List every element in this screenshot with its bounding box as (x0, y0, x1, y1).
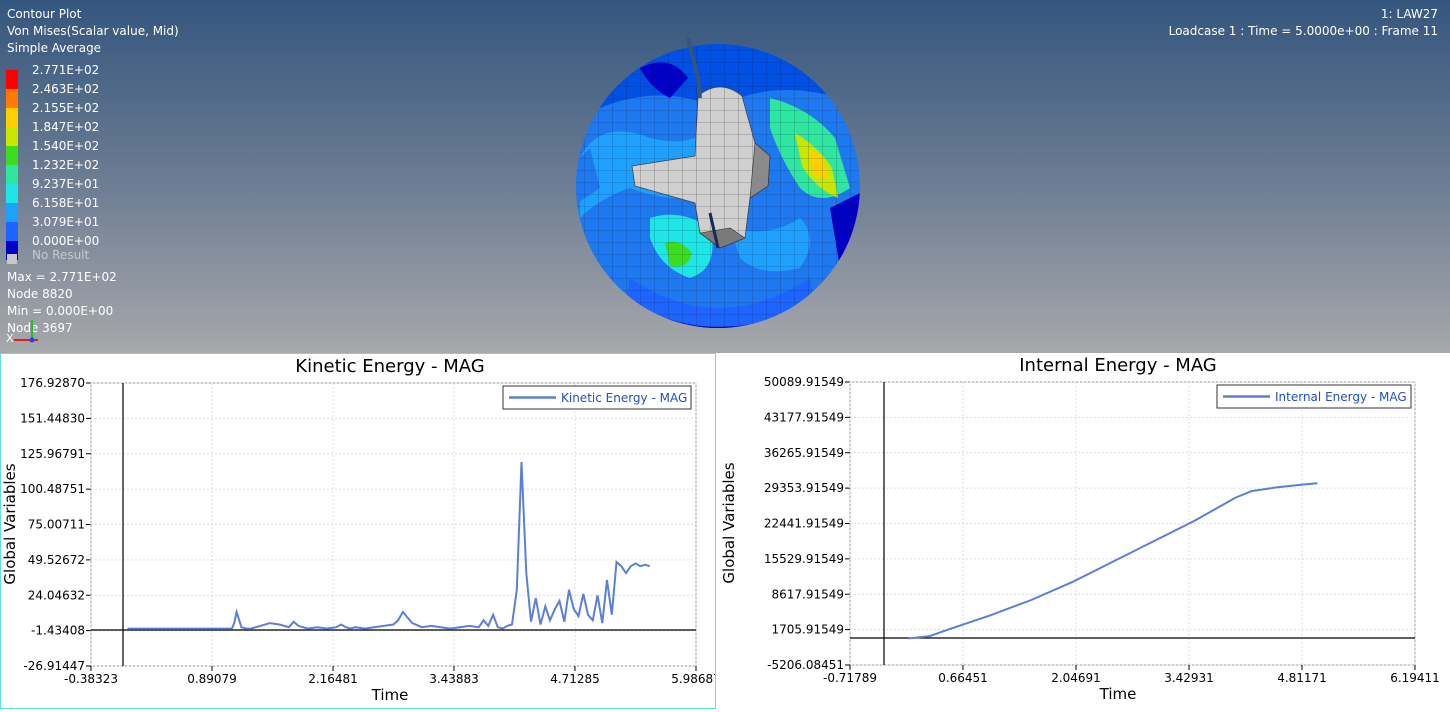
y-tick-label: -26.91447 (23, 659, 85, 673)
x-tick-label: 0.89079 (187, 672, 237, 686)
model-info: 1: LAW27 Loadcase 1 : Time = 5.0000e+00 … (1169, 6, 1438, 40)
stat-max-node: Node 8820 (7, 287, 73, 301)
y-tick-label: 50089.91549 (764, 375, 844, 389)
kinetic-energy-series-line[interactable] (127, 461, 651, 630)
y-tick-label: -1.43408 (31, 624, 85, 638)
y-tick-label: 24.04632 (28, 588, 85, 602)
legend-color-swatch (6, 108, 18, 127)
x-tick-label: 4.71285 (550, 672, 600, 686)
internal-plot-area[interactable] (849, 381, 1416, 666)
stat-min: Min = 0.000E+00 (7, 304, 114, 318)
contour-title: Contour Plot (7, 7, 82, 21)
internal-legend-label: Internal Energy - MAG (1275, 390, 1407, 404)
x-tick-label: 3.43883 (429, 672, 479, 686)
internal-energy-series-line[interactable] (908, 482, 1318, 640)
deformed-sphere-model[interactable] (570, 38, 870, 340)
no-result-label: No Result (32, 248, 90, 262)
legend-color-swatch (6, 165, 18, 184)
stat-max: Max = 2.771E+02 (7, 270, 117, 284)
contour-stats: Max = 2.771E+02 Node 8820 Min = 0.000E+0… (7, 269, 117, 337)
kinetic-x-label: Time (371, 686, 409, 704)
kinetic-grid (86, 382, 697, 671)
legend-color-swatch (6, 146, 18, 165)
y-tick-label: 176.92870 (20, 376, 85, 390)
stat-min-node: Node 3697 (7, 321, 73, 335)
y-tick-label: 29353.91549 (764, 481, 844, 495)
internal-legend[interactable]: Internal Energy - MAG (1216, 384, 1412, 409)
legend-value-label: 3.079E+01 (32, 215, 100, 229)
x-tick-label: 2.04691 (1051, 671, 1101, 685)
y-tick-label: 1705.91549 (771, 623, 844, 637)
legend-value-label: 0.000E+00 (32, 234, 100, 248)
kinetic-energy-chart[interactable]: Kinetic Energy - MAG 176.92870151.448301… (1, 354, 715, 708)
y-tick-label: 43177.91549 (764, 410, 844, 424)
legend-value-label: 1.847E+02 (32, 120, 100, 134)
internal-y-ticks: 50089.91549 43177.91549 36265.91549 29353.9… (764, 375, 844, 672)
contour-viewport[interactable]: Contour Plot Von Mises(Scalar value, Mid… (0, 0, 1450, 353)
y-tick-label: 22441.91549 (764, 517, 844, 531)
kinetic-legend[interactable]: Kinetic Energy - MAG (502, 385, 692, 410)
x-tick-label: 4.81171 (1277, 671, 1327, 685)
kinetic-y-label: Global Variables (1, 463, 19, 584)
contour-header: Contour Plot Von Mises(Scalar value, Mid… (7, 6, 179, 57)
x-tick-label: 6.19411 (1390, 671, 1440, 685)
legend-color-swatch (6, 222, 18, 241)
legend-value-label: 1.540E+02 (32, 139, 100, 153)
internal-y-label: Global Variables (720, 462, 738, 583)
kinetic-energy-plot-panel[interactable]: Kinetic Energy - MAG 176.92870 151.44830 1… (0, 353, 716, 709)
y-tick-label: 151.44830 (20, 411, 85, 425)
legend-value-label: 9.237E+01 (32, 177, 100, 191)
legend-value-label: 2.155E+02 (32, 101, 100, 115)
legend-color-swatch (6, 70, 18, 89)
y-tick-label: -5206.08451 (767, 658, 844, 672)
y-tick-label: 15529.91549 (764, 552, 844, 566)
sphere-surface (576, 44, 860, 328)
x-tick-label: 2.16481 (308, 672, 358, 686)
x-tick-label: 0.66451 (938, 671, 988, 685)
impactor-body (631, 86, 771, 249)
contour-averaging: Simple Average (7, 41, 102, 55)
loadcase-info: Loadcase 1 : Time = 5.0000e+00 : Frame 1… (1168, 24, 1438, 38)
y-tick-label: 36265.91549 (764, 446, 844, 460)
internal-x-label: Time (1099, 685, 1137, 703)
legend-color-swatch (6, 89, 18, 108)
legend-color-swatch (6, 184, 18, 203)
legend-value-label: 2.463E+02 (32, 82, 100, 96)
y-tick-label: 75.00711 (28, 518, 85, 532)
legend-value-label: 2.771E+02 (32, 63, 100, 77)
model-name: 1: LAW27 (1380, 7, 1438, 21)
kinetic-x-ticks: -0.38323 0.89079 2.16481 3.43883 4.71285 5.98… (64, 672, 715, 686)
kinetic-legend-label: Kinetic Energy - MAG (561, 391, 687, 405)
axis-triad-icon[interactable]: X (4, 318, 48, 348)
internal-chart-title: Internal Energy - MAG (1019, 355, 1217, 376)
y-tick-label: 100.48751 (20, 482, 85, 496)
x-tick-label: -0.71789 (823, 671, 877, 685)
kinetic-chart-title: Kinetic Energy - MAG (295, 356, 484, 377)
no-result-swatch (7, 254, 17, 264)
legend-color-swatch (6, 127, 18, 146)
triad-x-label: X (6, 332, 14, 345)
y-tick-label: 8617.91549 (771, 587, 844, 601)
internal-energy-chart[interactable]: Internal Energy - MAG 50089.91549 43177.9… (718, 353, 1450, 707)
x-tick-label: -0.38323 (64, 672, 118, 686)
x-tick-label: 3.42931 (1164, 671, 1214, 685)
x-tick-label: 5.98687 (671, 672, 715, 686)
internal-x-ticks: -0.71789 0.66451 2.04691 3.42931 4.81171 6.19… (823, 671, 1440, 685)
contour-result-type: Von Mises(Scalar value, Mid) (7, 24, 179, 38)
internal-energy-plot-panel[interactable]: Internal Energy - MAG 50089.91549 43177.9… (718, 353, 1450, 709)
y-tick-label: 125.96791 (20, 447, 85, 461)
y-tick-label: 49.52672 (28, 553, 85, 567)
legend-value-label: 6.158E+01 (32, 196, 100, 210)
legend-color-swatch (6, 203, 18, 222)
kinetic-y-ticks: 176.92870 151.44830 125.96791 100.48751 75.0… (20, 376, 85, 673)
legend-value-label: 1.232E+02 (32, 158, 100, 172)
